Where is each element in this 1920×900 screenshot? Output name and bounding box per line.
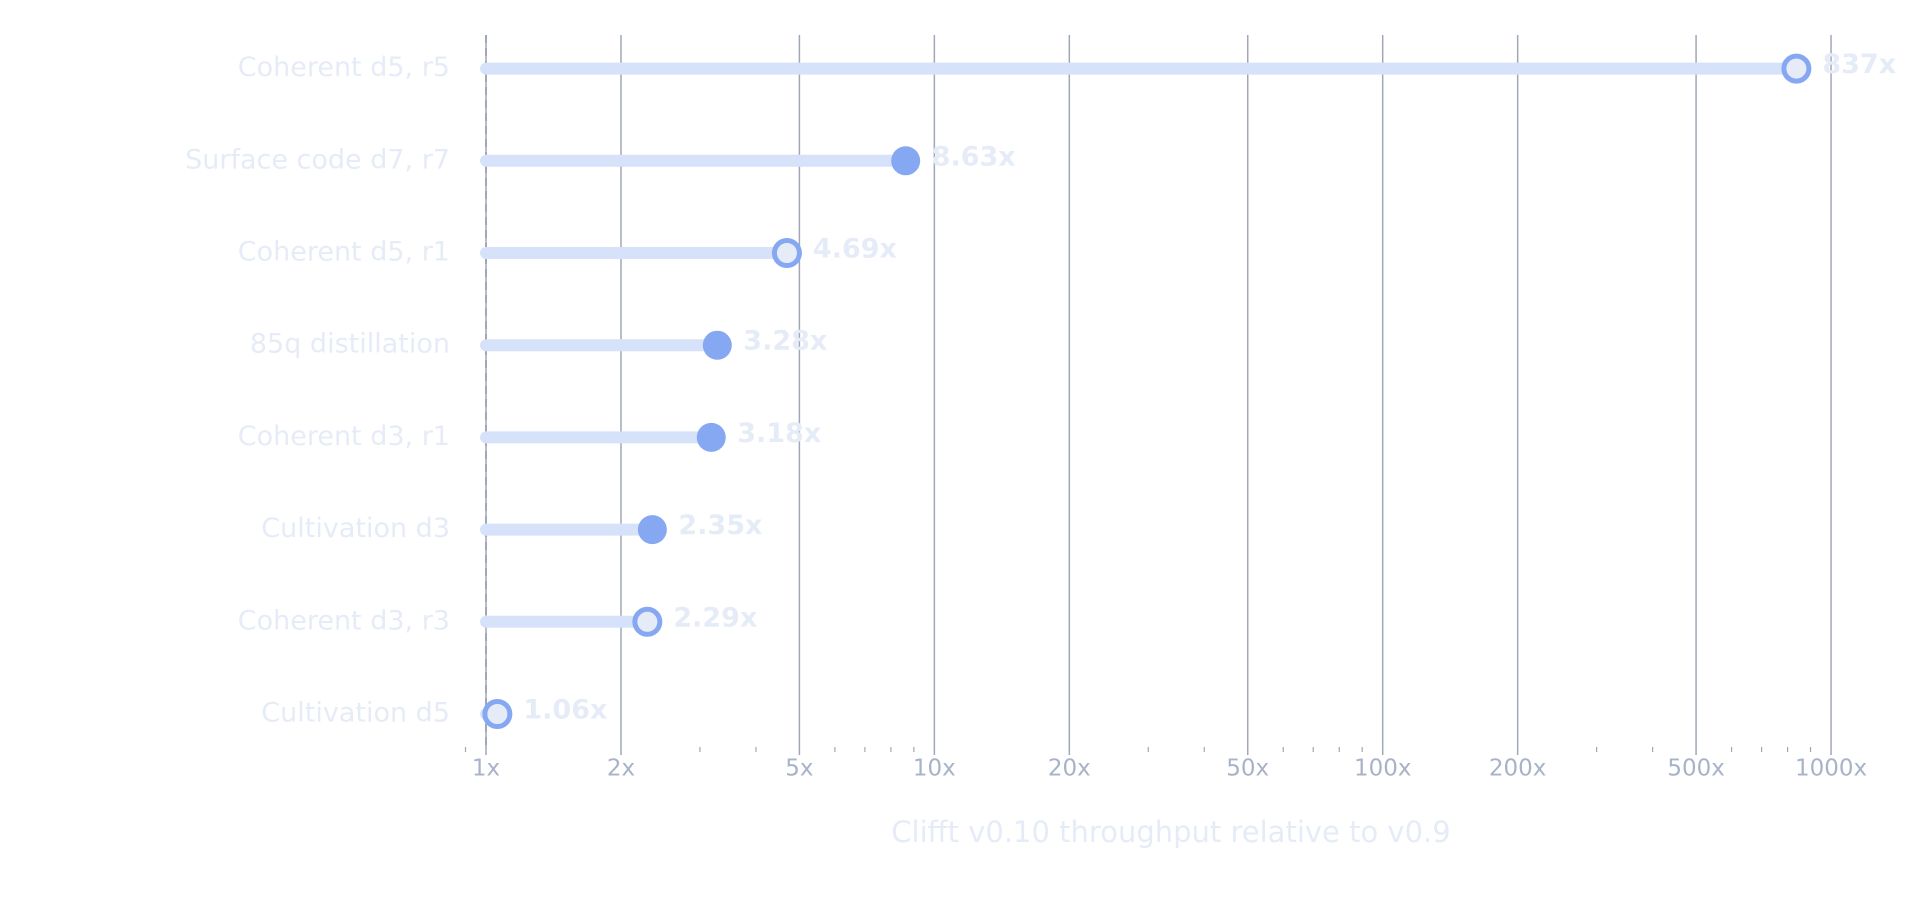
marker <box>632 606 663 637</box>
marker <box>482 699 513 729</box>
value-label: 837x <box>1822 49 1896 80</box>
x-tick-label: 20x <box>1048 756 1091 782</box>
x-tick-label: 50x <box>1226 756 1269 782</box>
x-tick-label: 200x <box>1489 756 1547 782</box>
x-tick-label: 1000x <box>1795 756 1867 782</box>
category-label: 85q distillation <box>250 329 450 360</box>
value-label: 4.69x <box>813 234 897 265</box>
value-label: 2.35x <box>678 510 762 541</box>
value-label: 8.63x <box>932 141 1016 172</box>
x-tick-label: 5x <box>785 756 813 782</box>
category-label: Cultivation d3 <box>261 513 450 544</box>
marker <box>637 515 667 545</box>
category-label: Cultivation d5 <box>261 698 450 729</box>
value-label: 1.06x <box>523 695 607 726</box>
marker <box>1781 53 1812 84</box>
value-label: 3.18x <box>737 418 821 449</box>
category-label: Surface code d7, r7 <box>185 144 450 175</box>
category-label: Coherent d3, r1 <box>238 421 450 452</box>
marker <box>702 330 732 360</box>
value-label: 3.28x <box>743 326 827 357</box>
category-label: Coherent d3, r3 <box>238 605 450 636</box>
x-tick-label: 100x <box>1354 756 1412 782</box>
x-tick-label: 500x <box>1667 756 1725 782</box>
category-label: Coherent d5, r1 <box>238 237 450 268</box>
x-axis-label: Clifft v0.10 throughput relative to v0.9 <box>891 815 1450 849</box>
marker <box>696 422 726 452</box>
value-label: 2.29x <box>673 602 757 633</box>
x-tick-label: 2x <box>607 756 635 782</box>
marker <box>771 238 802 268</box>
marker <box>891 146 921 176</box>
category-label: Coherent d5, r5 <box>238 52 450 83</box>
x-tick-label: 10x <box>913 756 956 782</box>
x-tick-label: 1x <box>472 756 500 782</box>
